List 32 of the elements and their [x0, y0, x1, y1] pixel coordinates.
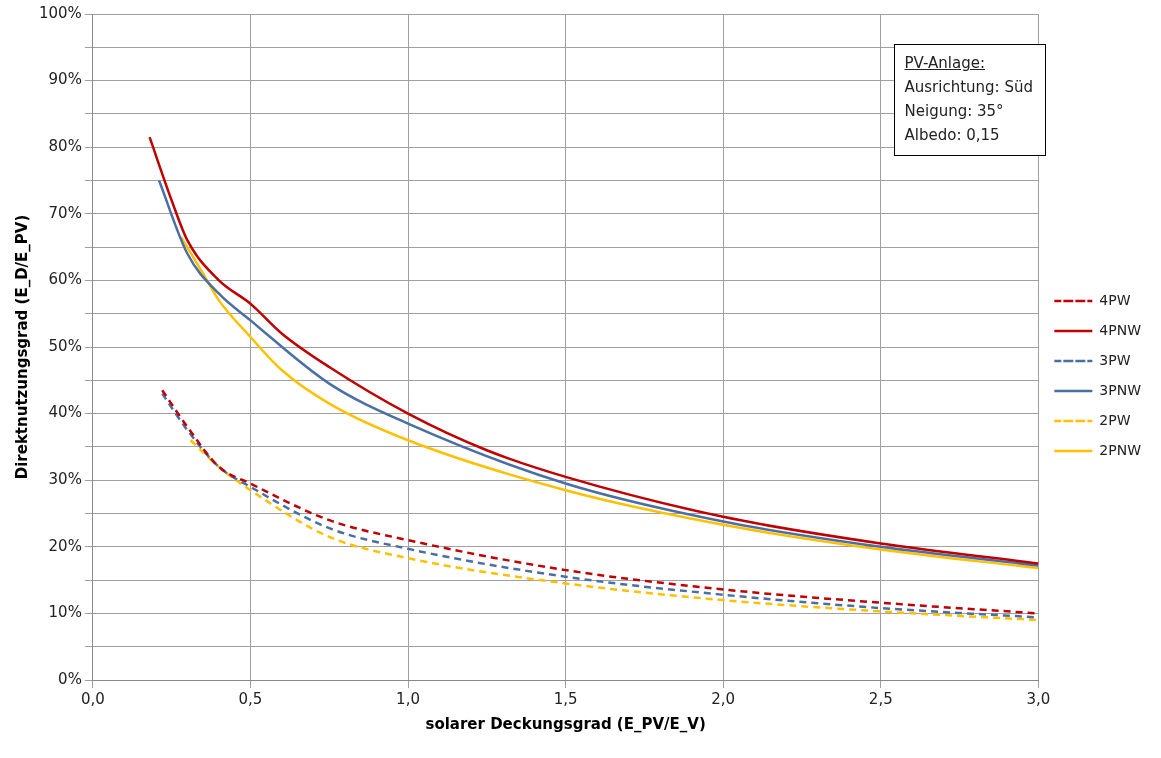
- legend-label: 3PW: [1099, 351, 1131, 368]
- y-tick-label: 30%: [48, 470, 82, 489]
- y-tick-label: 100%: [38, 3, 82, 22]
- legend-label: 3PNW: [1099, 381, 1142, 398]
- legend-label: 4PNW: [1099, 321, 1142, 338]
- y-tick-label: 70%: [48, 203, 82, 222]
- x-tick-label: 0,0: [80, 689, 105, 708]
- y-tick-label: 20%: [48, 536, 82, 555]
- annotation: Neigung: 35°: [904, 101, 1005, 122]
- legend-label: 2PNW: [1099, 441, 1142, 458]
- x-tick-label: 3,0: [1026, 689, 1051, 708]
- x-tick-label: 2,0: [711, 689, 736, 708]
- x-tick-label: 1,0: [396, 689, 420, 708]
- y-tick-label: 60%: [48, 270, 82, 289]
- x-tick-label: 2,5: [868, 689, 893, 708]
- annotation: Albedo: 0,15: [904, 125, 1001, 146]
- line-series: [189, 438, 1039, 622]
- y-tick-label: 0%: [58, 669, 82, 688]
- y-tick-label: 90%: [48, 70, 82, 89]
- line-series: [179, 235, 1039, 570]
- annotation: Ausrichtung: Süd: [904, 77, 1033, 98]
- y-tick-label: 10%: [48, 603, 82, 622]
- legend-label: 2PW: [1099, 411, 1131, 428]
- legend-label: 4PW: [1099, 291, 1131, 308]
- y-tick-label: 80%: [48, 137, 82, 156]
- y-axis-title: Direktnutzungsgrad (E_D/E_PV): [12, 214, 31, 480]
- y-tick-label: 50%: [48, 336, 82, 355]
- y-tick-label: 40%: [48, 403, 82, 422]
- x-axis-title: solarer Deckungsgrad (E_PV/E_V): [425, 714, 706, 733]
- x-tick-label: 0,5: [238, 689, 263, 708]
- annotation: PV-Anlage:: [904, 53, 986, 74]
- x-tick-label: 1,5: [553, 689, 578, 708]
